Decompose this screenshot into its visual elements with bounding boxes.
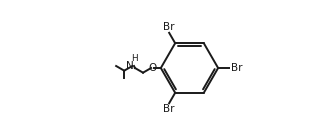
Text: Br: Br bbox=[231, 63, 242, 73]
Text: Br: Br bbox=[163, 22, 174, 32]
Text: H: H bbox=[131, 54, 137, 63]
Text: O: O bbox=[149, 63, 157, 73]
Text: Br: Br bbox=[163, 104, 174, 114]
Text: N: N bbox=[126, 61, 133, 71]
